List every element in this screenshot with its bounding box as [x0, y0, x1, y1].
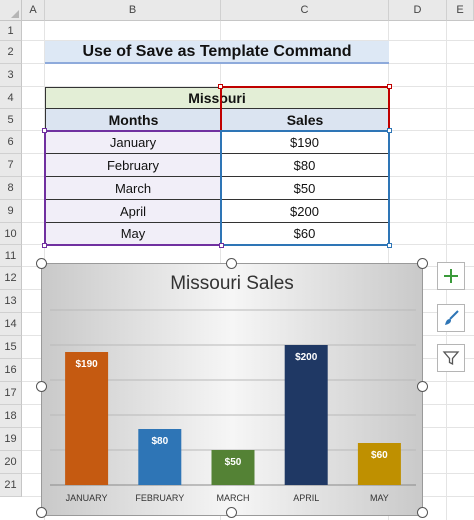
range-handle[interactable]: [387, 84, 392, 89]
row-header-16[interactable]: 16: [0, 359, 22, 382]
row-header-21[interactable]: 21: [0, 474, 22, 497]
range-handle[interactable]: [387, 243, 392, 248]
resize-handle-bottom[interactable]: [226, 507, 237, 518]
category-label: FEBRUARY: [135, 493, 184, 503]
chart-area[interactable]: Missouri Sales $190 JANUARY $80 FEBRUARY $50…: [41, 263, 423, 516]
row-header-1[interactable]: 1: [0, 21, 22, 41]
chart-styles-button[interactable]: [437, 304, 465, 332]
row-header-19[interactable]: 19: [0, 428, 22, 451]
category-label: MAY: [370, 493, 389, 503]
column-header-b[interactable]: B: [45, 0, 221, 21]
row-header-17[interactable]: 17: [0, 382, 22, 405]
range-handle[interactable]: [219, 243, 224, 248]
row-header-6[interactable]: 6: [0, 131, 22, 154]
sheet-title[interactable]: Use of Save as Template Command: [45, 41, 389, 64]
sales-header[interactable]: Sales: [221, 109, 389, 131]
row-header-11[interactable]: 11: [0, 245, 22, 267]
resize-handle-right[interactable]: [417, 381, 428, 392]
row-header-9[interactable]: 9: [0, 200, 22, 223]
bar-april[interactable]: [284, 345, 328, 485]
row-header-4[interactable]: 4: [0, 87, 22, 109]
months-header[interactable]: Months: [45, 109, 221, 131]
month-cell[interactable]: March: [45, 177, 221, 200]
sales-cell[interactable]: $80: [221, 154, 389, 177]
resize-handle-bottom-left[interactable]: [36, 507, 47, 518]
data-label[interactable]: $200: [295, 352, 318, 363]
sales-cell[interactable]: $200: [221, 200, 389, 223]
range-handle[interactable]: [218, 84, 223, 89]
month-cell[interactable]: May: [45, 223, 221, 245]
row-gridline: [22, 40, 474, 41]
brush-icon: [445, 310, 459, 325]
row-header-2[interactable]: 2: [0, 41, 22, 64]
bar-january[interactable]: [65, 352, 109, 485]
month-cell[interactable]: February: [45, 154, 221, 177]
row-header-3[interactable]: 3: [0, 64, 22, 87]
row-header-8[interactable]: 8: [0, 177, 22, 200]
resize-handle-top-right[interactable]: [417, 258, 428, 269]
data-label[interactable]: $190: [75, 359, 98, 370]
column-header-d[interactable]: D: [389, 0, 447, 21]
row-header-13[interactable]: 13: [0, 290, 22, 313]
range-handle[interactable]: [42, 243, 47, 248]
column-header-e[interactable]: E: [447, 0, 474, 21]
row-header-10[interactable]: 10: [0, 223, 22, 245]
bar-march[interactable]: [211, 450, 255, 485]
month-cell[interactable]: April: [45, 200, 221, 223]
table-state-header[interactable]: Missouri: [45, 87, 389, 109]
resize-handle-bottom-right[interactable]: [417, 507, 428, 518]
sales-cell[interactable]: $60: [221, 223, 389, 245]
column-header-c[interactable]: C: [221, 0, 389, 21]
category-label: APRIL: [293, 493, 319, 503]
category-label: JANUARY: [66, 493, 108, 503]
data-label[interactable]: $80: [151, 436, 168, 447]
chart-filters-button[interactable]: [437, 344, 465, 372]
bar-chart[interactable]: $190 JANUARY $80 FEBRUARY $50 MARCH $200 APRIL $…: [42, 264, 424, 517]
resize-handle-top-left[interactable]: [36, 258, 47, 269]
column-header-a[interactable]: A: [22, 0, 45, 21]
row-header-18[interactable]: 18: [0, 405, 22, 428]
row-header-12[interactable]: 12: [0, 267, 22, 290]
bar-may[interactable]: [357, 443, 401, 485]
chart-elements-button[interactable]: [437, 262, 465, 290]
range-handle[interactable]: [42, 128, 47, 133]
filter-icon: [442, 351, 460, 366]
row-header-5[interactable]: 5: [0, 109, 22, 131]
chart-title[interactable]: Missouri Sales: [170, 273, 294, 294]
select-all-corner[interactable]: [0, 0, 22, 21]
resize-handle-top[interactable]: [226, 258, 237, 269]
data-label[interactable]: $60: [371, 450, 388, 461]
range-handle[interactable]: [387, 128, 392, 133]
data-label[interactable]: $50: [225, 457, 242, 468]
row-header-20[interactable]: 20: [0, 451, 22, 474]
bar-february[interactable]: [138, 429, 182, 485]
month-cell[interactable]: January: [45, 131, 221, 154]
plus-icon: [444, 269, 458, 283]
row-header-14[interactable]: 14: [0, 313, 22, 336]
sales-cell[interactable]: $190: [221, 131, 389, 154]
row-header-15[interactable]: 15: [0, 336, 22, 359]
category-label: MARCH: [217, 493, 250, 503]
resize-handle-left[interactable]: [36, 381, 47, 392]
sales-cell[interactable]: $50: [221, 177, 389, 200]
row-header-7[interactable]: 7: [0, 154, 22, 177]
